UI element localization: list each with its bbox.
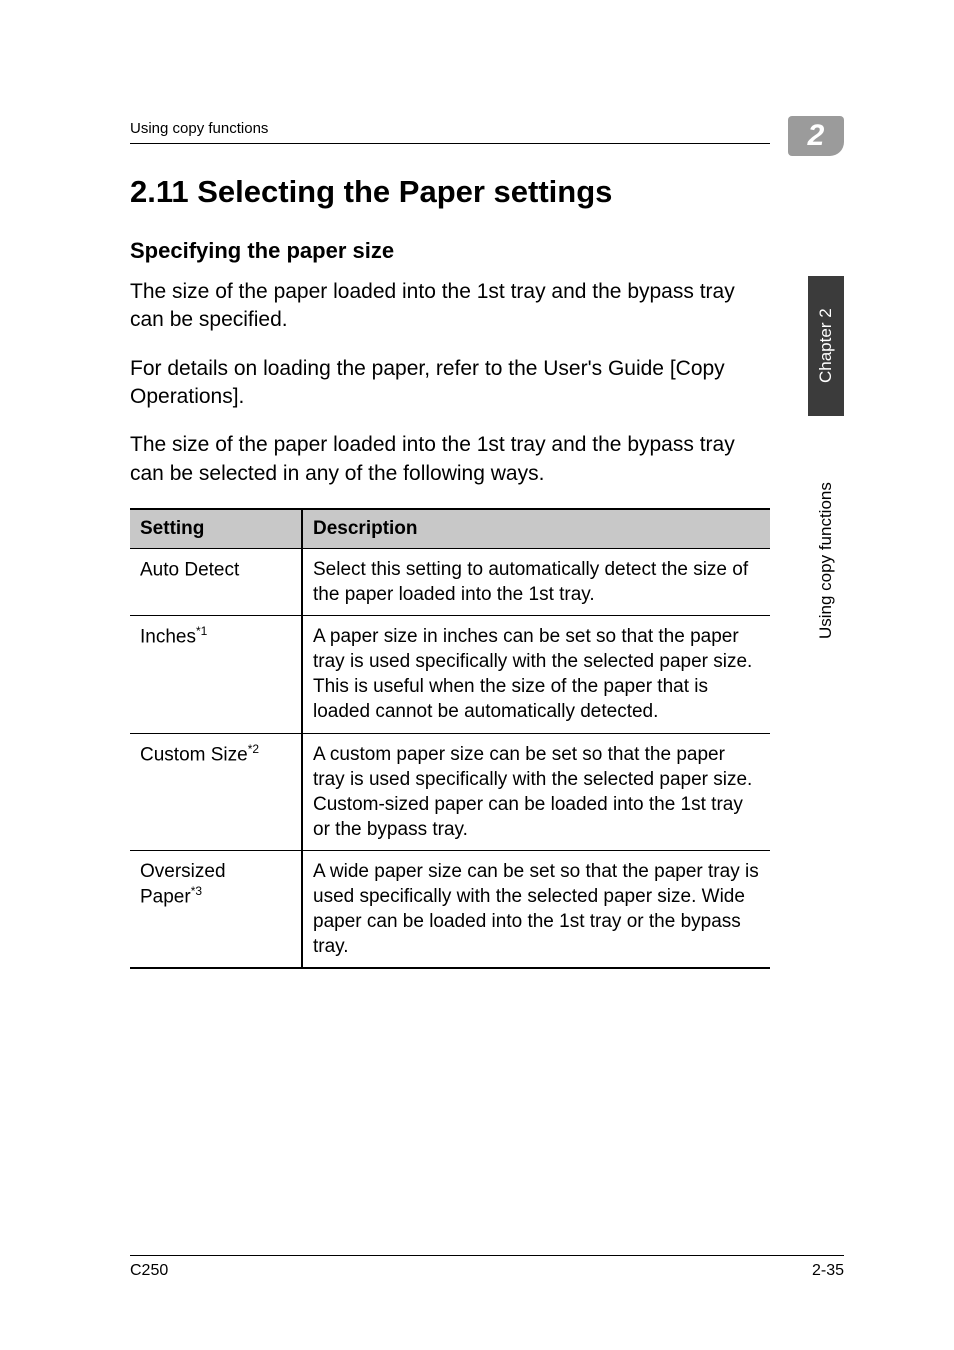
table-cell-setting: Inches*1 — [130, 616, 302, 733]
setting-name: Inches — [140, 627, 196, 648]
settings-table: Setting Description Auto Detect Select t… — [130, 508, 770, 969]
running-head: Using copy functions — [130, 120, 770, 137]
setting-name: Auto Detect — [140, 559, 239, 580]
setting-sup: *3 — [191, 884, 202, 898]
setting-name: Custom Size — [140, 744, 248, 765]
table-header-row: Setting Description — [130, 509, 770, 549]
side-tab-chapter-label: Chapter 2 — [816, 309, 836, 384]
footer-row: C250 2-35 — [130, 1262, 844, 1280]
body-paragraph-1: The size of the paper loaded into the 1s… — [130, 278, 770, 335]
table-row: Auto Detect Select this setting to autom… — [130, 549, 770, 616]
page-footer: C250 2-35 — [130, 1255, 844, 1280]
header-rule — [130, 143, 770, 144]
table-cell-setting: Auto Detect — [130, 549, 302, 616]
table-cell-description: Select this setting to automatically det… — [302, 549, 770, 616]
body-paragraph-3: The size of the paper loaded into the 1s… — [130, 431, 770, 488]
subheading: Specifying the paper size — [130, 238, 770, 264]
chapter-corner-tab: 2 — [788, 116, 844, 156]
table-cell-setting: Custom Size*2 — [130, 733, 302, 850]
table-header-description: Description — [302, 509, 770, 549]
footer-left: C250 — [130, 1262, 168, 1280]
table-cell-description: A custom paper size can be set so that t… — [302, 733, 770, 850]
page: 2 Chapter 2 Using copy functions Using c… — [0, 0, 954, 1350]
side-tab-section-label: Using copy functions — [816, 483, 836, 640]
chapter-number: 2 — [808, 119, 825, 153]
table-cell-setting: Oversized Paper*3 — [130, 850, 302, 968]
table-row: Inches*1 A paper size in inches can be s… — [130, 616, 770, 733]
footer-rule — [130, 1255, 844, 1256]
footer-right: 2-35 — [812, 1262, 844, 1280]
table-cell-description: A wide paper size can be set so that the… — [302, 850, 770, 968]
table-cell-description: A paper size in inches can be set so tha… — [302, 616, 770, 733]
table-row: Custom Size*2 A custom paper size can be… — [130, 733, 770, 850]
setting-sup: *2 — [248, 742, 259, 756]
side-tab-section: Using copy functions — [808, 416, 844, 706]
body-paragraph-2: For details on loading the paper, refer … — [130, 355, 770, 412]
setting-name: Oversized Paper — [140, 861, 226, 907]
table-header-setting: Setting — [130, 509, 302, 549]
content-column: Using copy functions 2.11 Selecting the … — [130, 120, 770, 969]
side-tab-chapter: Chapter 2 — [808, 276, 844, 416]
section-title: 2.11 Selecting the Paper settings — [130, 174, 770, 210]
setting-sup: *1 — [196, 624, 207, 638]
table-row: Oversized Paper*3 A wide paper size can … — [130, 850, 770, 968]
